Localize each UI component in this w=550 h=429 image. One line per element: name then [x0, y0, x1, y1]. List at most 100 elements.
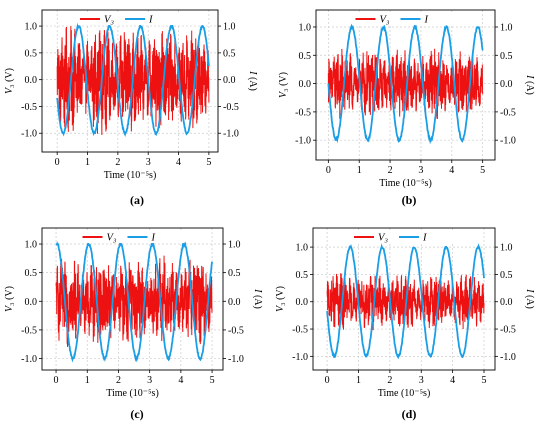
y-right-axis-label: I (A) — [247, 70, 258, 91]
y-right-tick-label: -1.0 — [228, 354, 244, 365]
y-left-tick-label: 0.0 — [25, 75, 38, 86]
x-tick-label: 2 — [116, 375, 121, 386]
x-tick-label: 4 — [449, 165, 454, 176]
x-tick-label: 3 — [147, 375, 152, 386]
x-tick-label: 1 — [356, 375, 361, 386]
y-left-tick-label: 0.5 — [299, 51, 312, 62]
legend: V₃ I — [80, 230, 185, 244]
axes-frame — [41, 227, 224, 371]
x-tick-label: 0 — [55, 157, 60, 168]
x-tick-label: 0 — [326, 165, 331, 176]
y-right-tick-label: -0.5 — [223, 102, 239, 113]
x-tick-label: 5 — [482, 375, 487, 386]
legend: V₃ I — [352, 230, 456, 244]
y-right-tick-label: 0.0 — [500, 297, 513, 308]
x-axis-label: Time (10⁻⁵s) — [378, 388, 431, 399]
y-left-tick-label: -0.5 — [292, 325, 308, 336]
y-right-tick-label: 1.0 — [228, 240, 241, 251]
x-tick-label: 2 — [115, 157, 120, 168]
y-right-tick-label: -1.0 — [500, 136, 516, 147]
y-right-tick-label: 1.0 — [500, 243, 513, 254]
axes-frame — [312, 227, 496, 371]
y-right-tick-label: 0.5 — [223, 48, 236, 59]
y-right-tick-label: 0.5 — [500, 51, 513, 62]
legend-label-i: I — [148, 15, 153, 26]
x-tick-label: 1 — [85, 157, 90, 168]
subplot-c: 0 1 2 3 4 5 -1.0 -1.0 -0.5 -0.5 0.0 0.0 0.5 0.5 1.0 1.0… — [4, 227, 263, 421]
y-left-tick-label: 1.0 — [299, 22, 312, 33]
legend-label-i: I — [424, 15, 429, 26]
axes-frame — [315, 9, 496, 161]
y-left-tick-label: 1.0 — [25, 240, 38, 251]
plot-area — [327, 23, 484, 145]
y-left-tick-label: -0.5 — [21, 325, 37, 336]
series-i-line — [327, 23, 484, 145]
x-axis-label: Time (10⁻⁵s) — [106, 388, 159, 399]
subplot-caption: (b) — [402, 193, 417, 207]
y-left-axis-label: V₃ (V) — [4, 286, 15, 312]
subplot-a: 0 1 2 3 4 5 -1.0 -1.0 -0.5 -0.5 0.0 0.0 0.5 0.5 1.0 1.0… — [4, 9, 258, 207]
y-left-tick-label: -0.5 — [295, 107, 311, 118]
x-tick-label: 0 — [54, 375, 59, 386]
y-right-tick-label: -0.5 — [500, 107, 516, 118]
plot-area — [56, 22, 210, 137]
legend-label-v3: V₃ — [378, 233, 388, 244]
x-tick-label: 5 — [206, 157, 211, 168]
plot-area — [55, 240, 213, 363]
plot-area — [326, 243, 485, 360]
y-left-axis-label: V₃ (V) — [4, 68, 15, 94]
series-v3-line — [326, 273, 485, 331]
x-axis-label: Time (10⁻⁵s) — [104, 170, 157, 181]
series-v3-line — [56, 26, 210, 136]
y-left-axis-label: V₃ (V) — [278, 72, 289, 98]
series-i-line — [326, 243, 485, 360]
series-i-line — [55, 240, 213, 363]
x-tick-label: 4 — [450, 375, 455, 386]
subplot-caption: (d) — [402, 407, 417, 421]
legend-label-i: I — [422, 233, 427, 244]
x-tick-label: 3 — [419, 375, 424, 386]
legend-label-v3: V₃ — [380, 15, 390, 26]
y-right-tick-label: 0.0 — [500, 79, 513, 90]
x-tick-label: 2 — [388, 165, 393, 176]
subplot-caption: (c) — [130, 407, 143, 421]
y-left-tick-label: -1.0 — [295, 136, 311, 147]
x-tick-label: 5 — [210, 375, 215, 386]
y-right-tick-label: -0.5 — [500, 325, 516, 336]
y-left-tick-label: 0.0 — [25, 297, 38, 308]
y-right-tick-label: -1.0 — [223, 129, 239, 140]
x-tick-label: 5 — [480, 165, 485, 176]
y-right-axis-label: I (A) — [524, 288, 535, 309]
y-left-tick-label: -0.5 — [21, 102, 37, 113]
subplot-d: 0 1 2 3 4 5 -1.0 -1.0 -0.5 -0.5 0.0 0.0 0.5 0.5 1.0 1.0… — [275, 227, 535, 421]
y-left-tick-label: 1.0 — [296, 243, 309, 254]
y-right-tick-label: -0.5 — [228, 325, 244, 336]
x-axis-label: Time (10⁻⁵s) — [379, 178, 432, 189]
series-v3-line — [327, 48, 484, 120]
y-left-tick-label: 0.5 — [25, 48, 38, 59]
subplot-caption: (a) — [130, 193, 144, 207]
y-right-tick-label: 1.0 — [500, 22, 513, 33]
y-left-tick-label: 0.5 — [296, 270, 309, 281]
y-left-tick-label: -1.0 — [292, 352, 308, 363]
y-right-tick-label: 1.0 — [223, 22, 236, 33]
series-i-line — [56, 22, 210, 137]
y-right-axis-label: I (A) — [252, 288, 263, 309]
x-tick-label: 3 — [418, 165, 423, 176]
y-left-axis-label: V₃ (V) — [275, 286, 286, 312]
y-right-tick-label: 0.5 — [500, 270, 513, 281]
x-tick-label: 4 — [176, 157, 181, 168]
legend: V₃ I — [353, 12, 458, 26]
y-right-tick-label: -1.0 — [500, 352, 516, 363]
legend-label-i: I — [151, 233, 156, 244]
axes-frame — [41, 9, 219, 153]
legend-label-v3: V₃ — [104, 15, 114, 26]
y-left-tick-label: -1.0 — [21, 129, 37, 140]
legend: V₃ I — [78, 12, 182, 26]
x-tick-label: 1 — [85, 375, 90, 386]
x-tick-label: 0 — [325, 375, 330, 386]
legend-label-v3: V₃ — [107, 233, 117, 244]
y-left-tick-label: -1.0 — [21, 354, 37, 365]
y-left-tick-label: 0.0 — [299, 79, 312, 90]
